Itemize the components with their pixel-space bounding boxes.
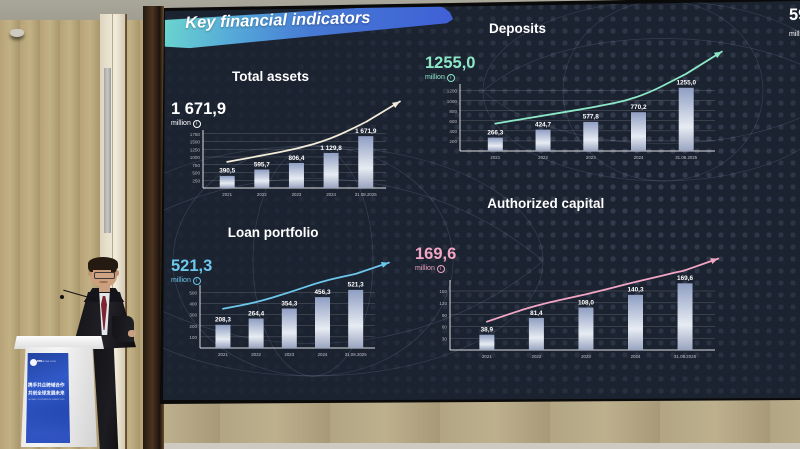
svg-text:90: 90 bbox=[442, 313, 448, 318]
svg-text:31.08.2025: 31.08.2025 bbox=[674, 354, 697, 359]
svg-text:30: 30 bbox=[442, 336, 448, 341]
svg-text:169,6: 169,6 bbox=[677, 275, 693, 282]
svg-text:2021: 2021 bbox=[482, 354, 492, 359]
svg-text:140,3: 140,3 bbox=[628, 287, 644, 294]
svg-text:2023: 2023 bbox=[581, 354, 591, 359]
svg-text:2022: 2022 bbox=[532, 354, 542, 359]
svg-text:2024: 2024 bbox=[631, 354, 641, 359]
svg-text:120: 120 bbox=[439, 301, 447, 306]
svg-text:81,4: 81,4 bbox=[530, 310, 543, 317]
svg-text:108,0: 108,0 bbox=[578, 299, 594, 306]
svg-text:60: 60 bbox=[442, 325, 448, 330]
svg-text:38,9: 38,9 bbox=[481, 327, 494, 334]
svg-text:150: 150 bbox=[439, 289, 447, 294]
